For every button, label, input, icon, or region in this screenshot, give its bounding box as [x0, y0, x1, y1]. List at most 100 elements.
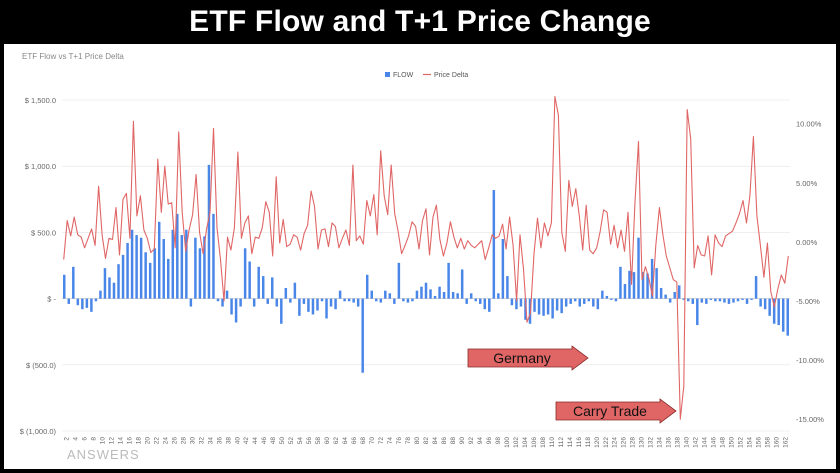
x-tick-label: 56	[306, 437, 313, 445]
flow-bar	[533, 298, 536, 312]
x-tick-label: 22	[153, 437, 160, 445]
x-tick-label: 98	[495, 437, 502, 445]
flow-bar	[659, 288, 663, 299]
flow-bar	[650, 258, 654, 299]
flow-bar	[492, 190, 496, 299]
flow-bar	[135, 235, 138, 299]
x-tick-label: 146	[711, 437, 718, 448]
flow-bar	[619, 266, 622, 299]
flow-bar	[641, 272, 645, 299]
x-tick-label: 128	[630, 437, 637, 448]
x-tick-label: 100	[504, 437, 511, 448]
annotations: Germany Carry Trade	[467, 345, 677, 424]
x-tick-label: 118	[585, 437, 592, 448]
flow-bar	[275, 298, 279, 307]
flow-bar	[293, 282, 297, 299]
flow-bar	[759, 298, 762, 307]
flow-bar	[266, 298, 269, 304]
x-tick-label: 70	[369, 437, 376, 445]
x-tick-label: 150	[729, 437, 736, 448]
flow-bar	[587, 298, 591, 302]
x-tick-label: 16	[126, 437, 133, 445]
flow-bar	[361, 298, 364, 373]
x-tick-label: 152	[738, 437, 745, 448]
flow-bar	[501, 239, 505, 299]
flow-bar	[329, 298, 333, 307]
flow-bar	[555, 298, 559, 311]
flow-bar	[365, 274, 369, 299]
flow-bar	[465, 298, 468, 304]
x-tick-label: 26	[171, 437, 178, 445]
brand-logo: INVESTANSWERS	[14, 447, 140, 462]
flow-bar	[320, 298, 324, 302]
flow-bar	[243, 248, 247, 299]
flow-bar	[216, 298, 220, 302]
x-tick-label: 156	[756, 437, 763, 448]
flow-bar	[682, 298, 685, 300]
flow-bar	[85, 298, 89, 308]
flow-bar	[456, 293, 459, 299]
flow-bar	[700, 298, 704, 303]
x-tick-label: 92	[468, 437, 475, 445]
grid-lines	[62, 99, 790, 432]
flow-bar	[234, 298, 238, 323]
flow-bar	[72, 266, 75, 299]
flow-bar	[786, 298, 789, 336]
x-tick-label: 50	[279, 437, 286, 445]
flow-bar	[415, 290, 419, 299]
flow-bar	[696, 298, 699, 326]
flow-bar	[451, 291, 455, 299]
flow-bar	[483, 298, 487, 310]
x-tick-label: 96	[486, 437, 493, 445]
y-right-tick-label: -5.00%	[796, 297, 820, 306]
flow-bar	[198, 248, 202, 299]
flow-bar	[90, 298, 93, 312]
legend-flow-swatch	[385, 72, 390, 77]
flow-bar	[121, 254, 125, 299]
flow-bar	[632, 272, 636, 299]
x-tick-label: 48	[270, 437, 277, 445]
flow-bar	[447, 262, 450, 299]
x-tick-label: 106	[531, 437, 538, 448]
flow-bar	[338, 290, 342, 299]
flow-bar	[709, 298, 713, 300]
flow-bar	[157, 221, 161, 299]
x-tick-label: 52	[288, 437, 295, 445]
flow-bar	[623, 284, 627, 299]
x-tick-label: 122	[603, 437, 610, 448]
x-tick-label: 130	[639, 437, 646, 448]
flow-bar	[596, 298, 600, 310]
flow-bar	[280, 298, 283, 324]
x-tick-label: 2	[64, 437, 71, 441]
flow-bar	[741, 298, 744, 300]
x-tick-label: 34	[207, 437, 214, 445]
flow-bar	[745, 298, 749, 304]
flow-bar	[646, 273, 649, 299]
flow-bar	[537, 298, 541, 315]
flow-bar	[727, 298, 731, 304]
flow-bar	[479, 298, 482, 304]
x-tick-label: 86	[441, 437, 448, 445]
flow-bar	[239, 298, 242, 307]
x-tick-label: 68	[360, 437, 367, 445]
flow-bar	[261, 276, 265, 299]
flow-bar	[112, 282, 116, 299]
axes: $ (1,000.0) $ (500.0) $ - $ 500.0 $ 1,000.0 $…	[20, 96, 825, 448]
flow-bar	[212, 213, 215, 299]
flow-bar	[248, 261, 251, 299]
x-tick-label: 142	[693, 437, 700, 448]
x-tick-label: 46	[261, 437, 268, 445]
flow-bar	[772, 298, 776, 324]
flow-bar	[510, 298, 514, 306]
flow-bar	[252, 298, 256, 307]
flow-bar	[180, 235, 184, 299]
flow-bar	[420, 286, 423, 299]
price-line	[63, 95, 789, 420]
flow-bar	[108, 277, 111, 299]
legend-price-label: Price Delta	[434, 72, 468, 79]
flow-bar	[460, 269, 464, 299]
x-tick-label: 4	[73, 437, 80, 441]
x-tick-label: 144	[702, 437, 709, 448]
flow-bar	[117, 264, 120, 299]
flow-bar	[424, 282, 428, 299]
